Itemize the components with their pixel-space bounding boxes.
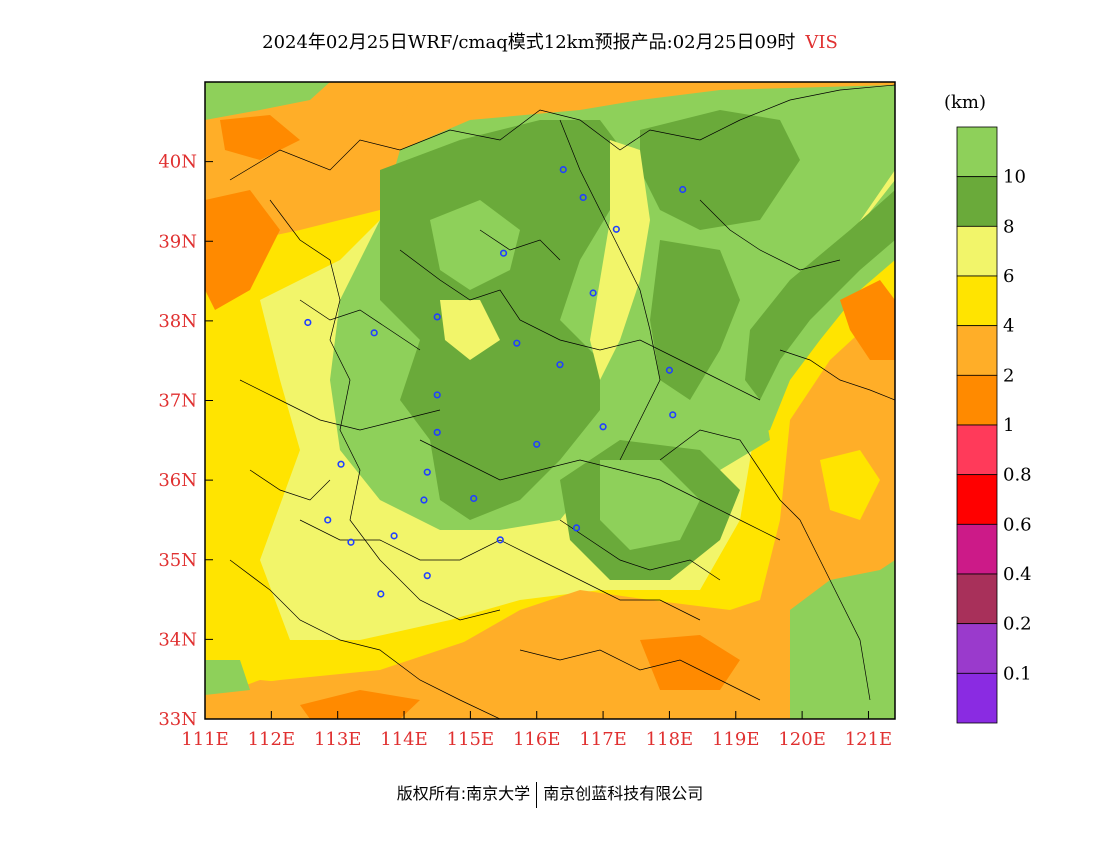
station-marker bbox=[390, 532, 398, 540]
lon-tick-label: 117E bbox=[579, 729, 627, 750]
lon-tick-label: 112E bbox=[248, 729, 296, 750]
lon-tick-label: 115E bbox=[447, 729, 495, 750]
boundaries bbox=[229, 84, 895, 719]
lon-tick-label: 121E bbox=[845, 729, 893, 750]
lon-axis: 111E 112E 113E 114E 115E 116E 117E 118E 119E 120E… bbox=[181, 711, 892, 750]
colorbar-swatch bbox=[956, 225, 998, 277]
station-marker bbox=[304, 318, 312, 327]
lat-tick-label: 40N bbox=[158, 152, 197, 173]
station-marker bbox=[433, 391, 441, 399]
station-marker bbox=[496, 536, 504, 544]
colorbar-swatch bbox=[956, 623, 998, 674]
lon-tick-label: 118E bbox=[646, 729, 694, 750]
colorbar-label: 0.6 bbox=[1003, 514, 1032, 535]
station-marker bbox=[665, 366, 674, 374]
lon-tick-label: 120E bbox=[778, 729, 826, 750]
map-title: 2024年02月25日WRF/cmaq模式12km预报产品:02月25日09时 V… bbox=[0, 28, 1100, 54]
station-markers bbox=[304, 165, 687, 598]
station-marker bbox=[370, 329, 378, 337]
colorbar-swatch bbox=[956, 523, 998, 575]
footer-separator bbox=[536, 781, 538, 808]
colorbar-label: 10 bbox=[1003, 167, 1026, 188]
visibility-field bbox=[205, 82, 895, 719]
colorbar-label: 4 bbox=[1003, 316, 1014, 337]
station-marker bbox=[433, 313, 441, 321]
lon-tick-label: 111E bbox=[181, 729, 229, 750]
station-marker bbox=[433, 428, 441, 436]
title-main: 2024年02月25日WRF/cmaq模式12km预报产品:02月25日09时 bbox=[262, 32, 796, 53]
station-marker bbox=[556, 361, 564, 369]
lat-tick-label: 33N bbox=[158, 709, 197, 730]
station-marker bbox=[579, 193, 587, 202]
station-marker bbox=[420, 496, 428, 504]
colorbar-swatch bbox=[956, 275, 998, 327]
colorbar-swatch bbox=[956, 474, 998, 525]
lat-tick-label: 35N bbox=[158, 550, 197, 571]
station-marker bbox=[423, 468, 431, 476]
station-marker bbox=[559, 165, 567, 174]
station-marker bbox=[377, 590, 385, 598]
lat-axis: 33N 34N 35N 36N 37N 38N 39N 40N bbox=[158, 152, 213, 730]
footer: 版权所有:南京大学 南京创蓝科技有限公司 bbox=[0, 780, 1100, 808]
footer-left: 版权所有:南京大学 bbox=[396, 784, 531, 803]
lon-tick-label: 113E bbox=[314, 729, 362, 750]
colorbar-label: 0.2 bbox=[1003, 614, 1032, 635]
lat-tick-label: 34N bbox=[158, 629, 197, 650]
lon-tick-label: 114E bbox=[380, 729, 428, 750]
lat-tick-label: 39N bbox=[158, 231, 197, 252]
station-marker bbox=[423, 572, 431, 580]
lat-tick-label: 36N bbox=[158, 470, 197, 491]
colorbar-swatch bbox=[956, 374, 998, 426]
colorbar-swatch bbox=[956, 126, 998, 178]
colorbar-swatch bbox=[956, 176, 998, 227]
colorbar-unit: (km) bbox=[944, 92, 986, 113]
station-marker bbox=[599, 423, 607, 431]
colorbar-label: 0.8 bbox=[1003, 465, 1032, 486]
station-marker bbox=[572, 524, 581, 532]
colorbar-label: 8 bbox=[1003, 216, 1014, 237]
station-marker bbox=[589, 289, 597, 297]
colorbar-swatch bbox=[956, 672, 998, 724]
title-variable: VIS bbox=[805, 32, 838, 53]
station-marker bbox=[347, 538, 355, 546]
lat-tick-label: 38N bbox=[158, 311, 197, 332]
station-marker bbox=[470, 494, 478, 503]
station-marker bbox=[337, 460, 345, 468]
colorbar-label: 0.1 bbox=[1003, 663, 1032, 684]
station-marker bbox=[499, 249, 508, 257]
station-marker bbox=[612, 225, 620, 233]
station-marker bbox=[533, 440, 541, 448]
footer-right: 南京创蓝科技有限公司 bbox=[543, 784, 704, 803]
station-marker bbox=[679, 185, 687, 194]
station-marker bbox=[513, 339, 521, 347]
colorbar-swatch bbox=[956, 573, 998, 625]
lon-tick-label: 116E bbox=[513, 729, 561, 750]
colorbar-label: 2 bbox=[1003, 365, 1014, 386]
colorbar-label: 6 bbox=[1003, 266, 1014, 287]
lat-tick-label: 37N bbox=[158, 391, 197, 412]
colorbar: 10 8 6 4 2 1 0.8 0.6 0.4 0.2 0.1 bbox=[956, 126, 1032, 724]
colorbar-swatch bbox=[956, 424, 998, 476]
colorbar-label: 0.4 bbox=[1003, 564, 1032, 585]
lon-tick-label: 119E bbox=[712, 729, 760, 750]
colorbar-label: 1 bbox=[1003, 415, 1014, 436]
station-marker bbox=[324, 516, 332, 524]
colorbar-swatch bbox=[956, 325, 998, 376]
station-marker bbox=[669, 411, 677, 419]
